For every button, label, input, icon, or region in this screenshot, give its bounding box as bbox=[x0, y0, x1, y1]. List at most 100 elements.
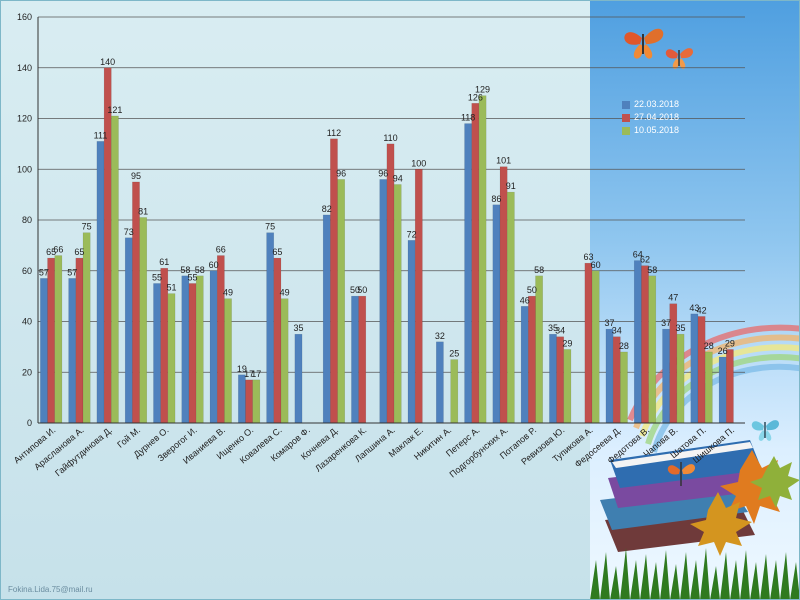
data-label: 96 bbox=[336, 168, 346, 178]
bar-series2 bbox=[216, 255, 225, 424]
bar-series1 bbox=[209, 270, 218, 424]
books-icon bbox=[600, 440, 762, 552]
data-label: 35 bbox=[293, 323, 303, 333]
legend-label: 10.05.2018 bbox=[634, 125, 680, 135]
butterfly-icon bbox=[751, 420, 780, 441]
data-label: 19 bbox=[237, 364, 247, 374]
bar-series3 bbox=[648, 275, 657, 424]
data-label: 26 bbox=[718, 346, 728, 356]
legend-item: 22.03.2018 bbox=[622, 98, 679, 111]
data-label: 17 bbox=[244, 369, 254, 379]
data-label: 112 bbox=[327, 128, 341, 138]
butterfly-icon bbox=[667, 462, 696, 486]
bar-series2 bbox=[726, 349, 734, 424]
bar-series3 bbox=[337, 179, 345, 424]
bar-series2 bbox=[386, 143, 395, 424]
grass-icon bbox=[590, 548, 800, 600]
legend-item: 10.05.2018 bbox=[622, 124, 679, 137]
data-label: 28 bbox=[704, 341, 714, 351]
bar-series2 bbox=[414, 169, 423, 424]
bar-series2 bbox=[132, 181, 140, 424]
bar-series2 bbox=[273, 257, 282, 424]
bar-series3 bbox=[167, 293, 176, 424]
data-label: 34 bbox=[555, 326, 565, 336]
data-label: 57 bbox=[39, 267, 49, 277]
bar-series3 bbox=[563, 349, 572, 424]
data-label: 55 bbox=[152, 272, 162, 282]
data-label: 35 bbox=[548, 323, 558, 333]
bar-series3 bbox=[620, 351, 628, 424]
data-label: 129 bbox=[475, 85, 490, 95]
data-label: 51 bbox=[166, 283, 176, 293]
data-label: 65 bbox=[272, 247, 282, 257]
bar-series1 bbox=[96, 141, 105, 424]
bar-series1 bbox=[40, 278, 48, 424]
bar-series3 bbox=[280, 298, 289, 424]
chart-legend: 22.03.2018 27.04.2018 10.05.2018 bbox=[622, 98, 679, 137]
data-label: 58 bbox=[534, 265, 544, 275]
legend-swatch-series1 bbox=[622, 100, 630, 109]
bar-series2 bbox=[75, 257, 84, 424]
bar-series1 bbox=[605, 328, 614, 424]
data-label: 43 bbox=[689, 303, 699, 313]
data-label: 57 bbox=[67, 267, 77, 277]
legend-label: 22.03.2018 bbox=[634, 99, 680, 109]
data-label: 72 bbox=[407, 229, 417, 239]
bar-series1 bbox=[464, 123, 472, 424]
bar-series2 bbox=[499, 166, 508, 424]
data-label: 17 bbox=[251, 369, 261, 379]
bar-series3 bbox=[195, 275, 204, 424]
bar-series1 bbox=[351, 295, 359, 424]
bar-series1 bbox=[153, 283, 161, 424]
data-label: 118 bbox=[461, 113, 475, 123]
bar-series1 bbox=[436, 341, 444, 424]
data-label: 50 bbox=[350, 285, 360, 295]
data-label: 121 bbox=[107, 105, 122, 115]
data-label: 65 bbox=[46, 247, 56, 257]
bar-series3 bbox=[478, 95, 487, 424]
y-tick-label: 0 bbox=[27, 418, 32, 428]
legend-label: 27.04.2018 bbox=[634, 112, 680, 122]
bar-series3 bbox=[139, 217, 148, 424]
bar-series2 bbox=[47, 257, 55, 424]
data-label: 42 bbox=[697, 305, 707, 315]
y-tick-label: 160 bbox=[17, 12, 32, 22]
bar-series2 bbox=[103, 67, 112, 424]
bar-series2 bbox=[245, 379, 253, 424]
data-label: 110 bbox=[383, 133, 397, 143]
bar-series1 bbox=[492, 204, 501, 424]
data-label: 95 bbox=[131, 171, 141, 181]
data-label: 75 bbox=[82, 222, 92, 232]
bar-series2 bbox=[641, 265, 649, 424]
data-label: 64 bbox=[633, 250, 643, 260]
decoration-artwork bbox=[590, 28, 800, 600]
bar-series3 bbox=[252, 379, 261, 424]
legend-swatch-series2 bbox=[622, 113, 630, 122]
y-tick-label: 80 bbox=[22, 215, 32, 225]
data-label: 37 bbox=[661, 318, 671, 328]
data-label: 58 bbox=[195, 265, 205, 275]
bar-series1 bbox=[322, 214, 331, 424]
bar-series3 bbox=[450, 359, 459, 424]
bar-series1 bbox=[633, 260, 642, 424]
data-label: 55 bbox=[188, 272, 198, 282]
data-label: 58 bbox=[647, 265, 657, 275]
bar-series2 bbox=[188, 283, 197, 424]
butterfly-icon bbox=[624, 28, 664, 59]
data-label: 66 bbox=[53, 245, 63, 255]
data-label: 49 bbox=[280, 288, 290, 298]
data-label: 29 bbox=[562, 338, 572, 348]
bar-series1 bbox=[520, 306, 529, 424]
data-label: 101 bbox=[496, 156, 511, 166]
bar-series1 bbox=[238, 374, 246, 424]
bar-series1 bbox=[68, 278, 77, 424]
y-tick-label: 60 bbox=[22, 266, 32, 276]
y-tick-label: 100 bbox=[17, 164, 32, 174]
bar-series1 bbox=[718, 356, 727, 424]
bar-series3 bbox=[704, 351, 713, 424]
y-tick-label: 40 bbox=[22, 317, 32, 327]
bar-series3 bbox=[393, 184, 402, 424]
footer-email: Fokina.Lida.75@mail.ru bbox=[8, 585, 93, 594]
bar-series2 bbox=[471, 103, 480, 424]
data-label: 25 bbox=[449, 349, 459, 359]
